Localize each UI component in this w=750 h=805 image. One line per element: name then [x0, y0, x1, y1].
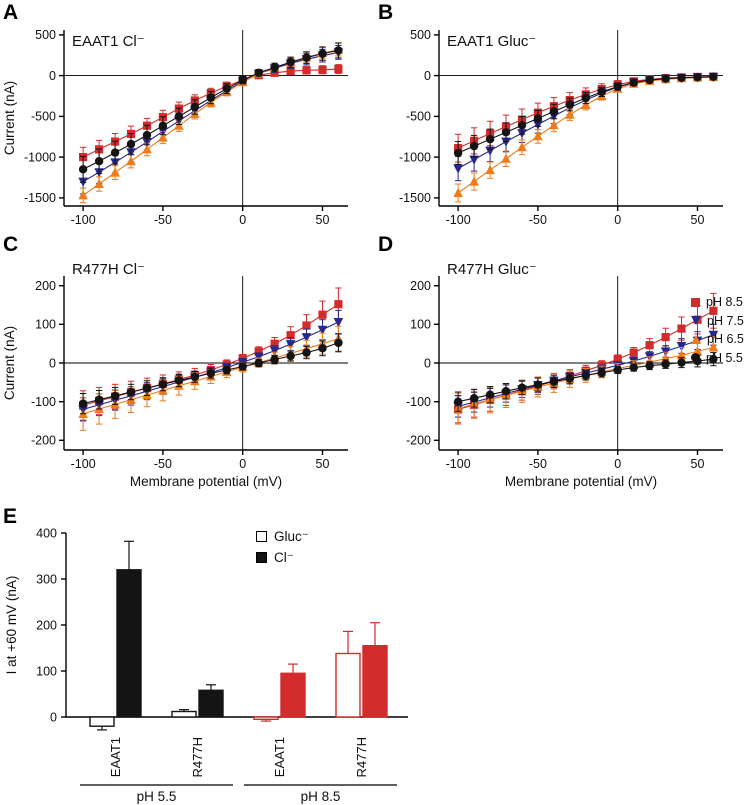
- panel-e-chart: 0 100 200 300 400 I at +60 mV (nA) EAAT1 R477H E…: [4, 527, 408, 804]
- ph-legend: pH 8.5 pH 7.5 pH 6.5 pH 5.5: [691, 293, 744, 367]
- svg-text:pH 8.5: pH 8.5: [301, 789, 341, 804]
- svg-text:R477H: R477H: [354, 737, 369, 777]
- legend-label: Cl⁻: [274, 549, 294, 565]
- open-square-swatch-icon: [256, 531, 267, 542]
- svg-text:0: 0: [614, 213, 621, 227]
- svg-text:Membrane potential (mV): Membrane potential (mV): [130, 474, 282, 489]
- svg-text:100: 100: [410, 318, 431, 332]
- svg-text:-500: -500: [406, 110, 431, 124]
- svg-text:-1000: -1000: [399, 150, 431, 164]
- svg-text:-1500: -1500: [399, 191, 431, 205]
- svg-text:Current (nA): Current (nA): [2, 81, 17, 155]
- svg-text:I at +60 mV (nA): I at +60 mV (nA): [4, 576, 19, 675]
- svg-text:50: 50: [691, 457, 705, 471]
- svg-text:0: 0: [49, 69, 56, 83]
- panel-title-d: R477H Gluc⁻: [447, 261, 537, 278]
- svg-text:-1500: -1500: [24, 191, 56, 205]
- svg-text:-50: -50: [529, 457, 547, 471]
- legend-label: Gluc⁻: [274, 528, 309, 544]
- panel-letter-c: C: [3, 233, 19, 256]
- legend-label: pH 8.5: [706, 295, 743, 310]
- svg-text:-200: -200: [31, 434, 56, 448]
- triangle-up-marker-icon: [691, 334, 701, 344]
- svg-text:R477H: R477H: [190, 737, 205, 777]
- svg-text:100: 100: [35, 318, 56, 332]
- svg-text:Membrane potential (mV): Membrane potential (mV): [505, 474, 657, 489]
- svg-text:0: 0: [49, 356, 56, 370]
- svg-text:0: 0: [424, 356, 431, 370]
- legend-label: pH 7.5: [707, 313, 744, 328]
- svg-text:-50: -50: [529, 213, 547, 227]
- svg-text:0: 0: [239, 457, 246, 471]
- legend-item-ph-5-5: pH 5.5: [691, 349, 744, 368]
- svg-text:-100: -100: [406, 395, 431, 409]
- svg-text:-100: -100: [71, 213, 96, 227]
- legend-item-ph-7-5: pH 7.5: [691, 312, 744, 331]
- svg-text:400: 400: [36, 527, 57, 541]
- svg-text:200: 200: [36, 619, 57, 633]
- svg-text:500: 500: [35, 28, 56, 42]
- svg-text:0: 0: [50, 711, 57, 725]
- svg-text:-100: -100: [71, 457, 96, 471]
- legend-item-cl: Cl⁻: [256, 547, 309, 568]
- svg-text:200: 200: [35, 279, 56, 293]
- panel-letter-e: E: [3, 505, 18, 528]
- svg-text:0: 0: [424, 69, 431, 83]
- svg-text:-50: -50: [154, 457, 172, 471]
- filled-square-swatch-icon: [256, 552, 267, 563]
- svg-text:500: 500: [410, 28, 431, 42]
- svg-text:pH 5.5: pH 5.5: [137, 789, 177, 804]
- legend-item-gluc: Gluc⁻: [256, 526, 309, 547]
- panel-d-chart: 200 100 0 -100 -200 -100 -50 0 50 Membrane potent…: [406, 276, 723, 489]
- panel-title-b: EAAT1 Gluc⁻: [447, 33, 537, 50]
- svg-text:-50: -50: [154, 213, 172, 227]
- panel-title-c: R477H Cl⁻: [72, 261, 145, 278]
- svg-text:-500: -500: [31, 110, 56, 124]
- circle-marker-icon: [691, 353, 700, 363]
- svg-text:300: 300: [36, 573, 57, 587]
- panel-c-chart: 200 100 0 -100 -200 -100 -50 0 50 Current (nA) Mem…: [2, 276, 348, 489]
- anion-legend: Gluc⁻ Cl⁻: [256, 526, 309, 568]
- legend-label: pH 5.5: [706, 350, 743, 365]
- triangle-down-marker-icon: [691, 316, 701, 326]
- panel-title-a: EAAT1 Cl⁻: [72, 33, 145, 50]
- svg-text:0: 0: [614, 457, 621, 471]
- legend-item-ph-6-5: pH 6.5: [691, 330, 744, 349]
- svg-text:50: 50: [316, 457, 330, 471]
- svg-text:-200: -200: [406, 434, 431, 448]
- svg-text:200: 200: [410, 279, 431, 293]
- svg-text:100: 100: [36, 665, 57, 679]
- svg-text:Current (nA): Current (nA): [2, 326, 17, 400]
- svg-text:EAAT1: EAAT1: [272, 737, 287, 777]
- svg-text:50: 50: [691, 213, 705, 227]
- legend-label: pH 6.5: [707, 332, 744, 347]
- svg-text:-100: -100: [446, 213, 471, 227]
- svg-text:-100: -100: [31, 395, 56, 409]
- svg-text:50: 50: [316, 213, 330, 227]
- svg-text:EAAT1: EAAT1: [108, 737, 123, 777]
- svg-text:-100: -100: [446, 457, 471, 471]
- square-marker-icon: [691, 297, 700, 307]
- panel-letter-b: B: [378, 1, 394, 24]
- panel-letter-d: D: [378, 233, 394, 256]
- svg-text:-1000: -1000: [24, 150, 56, 164]
- legend-item-ph-8-5: pH 8.5: [691, 293, 744, 312]
- svg-text:0: 0: [239, 213, 246, 227]
- panel-letter-a: A: [3, 1, 19, 24]
